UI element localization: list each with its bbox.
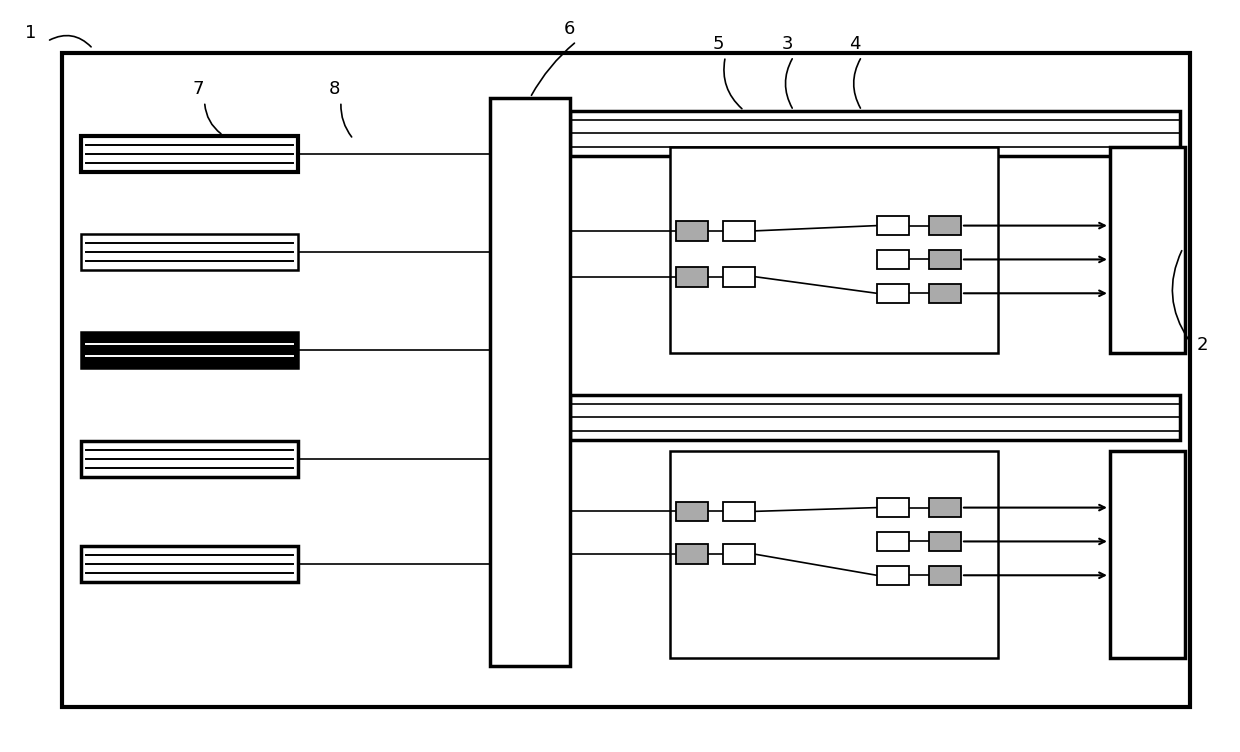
Text: 4: 4 [849,35,861,53]
Bar [81,136,298,172]
Bar [877,216,909,235]
Bar [570,395,1180,440]
Bar [929,498,961,517]
Bar [929,532,961,551]
Bar [676,502,708,521]
Bar [929,216,961,235]
Bar [62,53,1190,707]
Bar [723,221,755,241]
Bar [723,544,755,564]
Bar [81,332,298,368]
Text: 5: 5 [713,35,724,53]
Text: 8: 8 [329,80,340,98]
Bar [1110,147,1185,353]
Bar [723,267,755,287]
Bar [570,111,1180,156]
Text: 6: 6 [564,20,575,38]
Bar [877,532,909,551]
Bar [877,284,909,303]
Bar [877,566,909,585]
Bar [877,250,909,269]
Bar [929,250,961,269]
Bar [676,544,708,564]
Bar [81,441,298,477]
Bar [877,498,909,517]
Text: 3: 3 [781,35,792,53]
Bar [929,566,961,585]
Bar [490,98,570,666]
Text: 1: 1 [25,23,36,41]
Text: 2: 2 [1197,335,1208,353]
Bar [676,267,708,287]
Bar [723,502,755,521]
Text: 7: 7 [192,80,203,98]
Bar [670,451,998,658]
Bar [81,234,298,270]
Bar [929,284,961,303]
Bar [81,546,298,582]
Bar [676,221,708,241]
Bar [1110,451,1185,658]
Bar [670,147,998,353]
